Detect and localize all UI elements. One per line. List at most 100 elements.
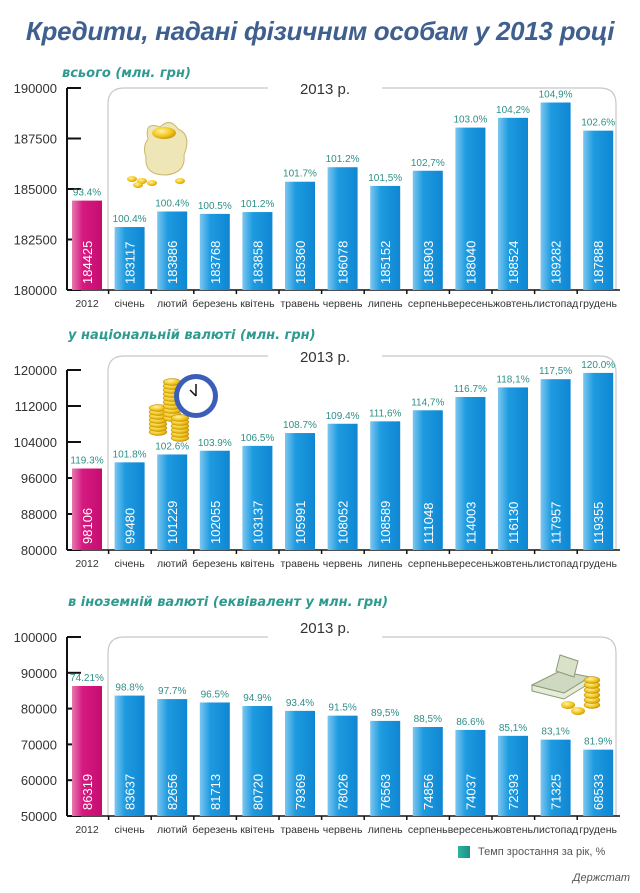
growth-label: 101,5%	[368, 173, 402, 184]
bar	[199, 450, 230, 550]
growth-label: 114,7%	[411, 397, 444, 408]
growth-label: 74.21%	[70, 673, 104, 684]
growth-label: 101.2%	[326, 154, 360, 165]
x-tick-label: жовтень	[493, 558, 534, 570]
bar	[157, 211, 188, 290]
bar-value-label: 83637	[123, 774, 138, 810]
bar-value-label: 101229	[165, 501, 180, 544]
y-tick-label: 187500	[14, 132, 57, 147]
year-frame	[107, 87, 617, 290]
growth-label: 89,5%	[371, 708, 399, 719]
growth-label: 116.7%	[454, 384, 487, 395]
x-tick-label: березень	[192, 824, 238, 836]
bar-value-label: 185360	[293, 241, 308, 284]
y-tick-label: 90000	[21, 666, 57, 681]
bar	[412, 170, 443, 290]
y-tick-label: 80000	[21, 702, 57, 717]
bar	[199, 702, 230, 816]
growth-label: 93.4%	[286, 698, 314, 709]
bar	[370, 185, 401, 290]
bar	[370, 720, 401, 816]
bar-value-label: 86319	[80, 774, 95, 810]
growth-label: 119.3%	[70, 456, 103, 467]
growth-label: 96.5%	[201, 689, 229, 700]
growth-label: 93.4%	[73, 188, 101, 199]
bar-value-label: 183768	[208, 241, 223, 284]
x-tick-label: травень	[280, 298, 320, 310]
growth-label: 102,7%	[411, 158, 445, 169]
year-frame	[107, 636, 617, 816]
y-tick-label: 112000	[15, 399, 57, 414]
year-label: 2013 р.	[300, 81, 350, 98]
chart-panel-national-currency: у національній валюті (млн. грн) 2013 р.…	[0, 328, 640, 578]
growth-label: 101.7%	[283, 169, 317, 180]
coin	[133, 182, 143, 188]
chart-subtitle: у національній валюті (млн. грн)	[68, 328, 316, 343]
y-tick-label: 88000	[21, 507, 57, 522]
year-label: 2013 р.	[300, 620, 350, 637]
x-tick-label: серпень	[408, 824, 448, 836]
bar-value-label: 102055	[208, 501, 223, 544]
growth-label: 103.0%	[453, 115, 487, 126]
bar	[157, 454, 188, 550]
growth-label: 100.4%	[155, 199, 189, 210]
bar-value-label: 108052	[336, 501, 351, 544]
bar-value-label: 188040	[463, 241, 478, 284]
growth-label: 85,1%	[499, 723, 527, 734]
bar-value-label: 188524	[506, 241, 521, 284]
year-label: 2013 р.	[300, 349, 350, 366]
source-label: Держстат	[572, 872, 630, 884]
growth-label: 88,5%	[414, 714, 442, 725]
x-tick-label: листопад	[533, 824, 578, 836]
bar-value-label: 185152	[378, 241, 393, 284]
growth-label: 97.7%	[158, 686, 186, 697]
bar	[327, 167, 358, 290]
bar-value-label: 183886	[165, 241, 180, 284]
bar-value-label: 103137	[250, 501, 265, 544]
y-tick-label: 182500	[14, 233, 57, 248]
bar	[285, 181, 315, 290]
bar	[114, 227, 145, 290]
bar-value-label: 82656	[165, 774, 180, 810]
bar	[455, 396, 486, 550]
x-tick-label: квітень	[240, 824, 275, 836]
money-bag-icon	[127, 122, 188, 188]
bar-value-label: 114003	[463, 502, 478, 544]
bar-value-label: 184425	[80, 241, 95, 284]
bar	[285, 710, 315, 816]
x-tick-label: вересень	[448, 824, 494, 836]
x-tick-label: серпень	[408, 558, 448, 570]
bar-value-label: 189282	[549, 241, 564, 284]
bar	[455, 729, 486, 816]
coin	[175, 178, 185, 184]
coin	[561, 701, 575, 709]
growth-label: 94.9%	[243, 693, 271, 704]
legend: Темп зростання за рік, %	[458, 846, 605, 858]
growth-label: 118,1%	[496, 374, 529, 385]
coin	[147, 180, 157, 186]
chart-panel-total: всього (млн. грн) 2013 р. 180000 182500 185…	[0, 66, 640, 316]
bar	[583, 130, 614, 290]
x-tick-label: квітень	[240, 298, 275, 310]
bar-value-label: 79369	[293, 774, 308, 810]
bar-value-label: 183858	[250, 241, 265, 284]
x-tick-label: березень	[192, 298, 238, 310]
bar-value-label: 186078	[336, 241, 351, 284]
growth-label: 100.5%	[198, 201, 232, 212]
coin	[583, 676, 601, 684]
bar-value-label: 111048	[421, 503, 436, 544]
x-tick-label: серпень	[408, 298, 448, 310]
bar-value-label: 185903	[421, 241, 436, 284]
legend-swatch	[458, 846, 470, 858]
x-tick-label: липень	[368, 558, 403, 570]
bar	[72, 200, 102, 290]
page-title: Кредити, надані фізичним особам у 2013 р…	[25, 16, 615, 46]
bar-value-label: 78026	[336, 774, 351, 810]
bar	[114, 695, 145, 816]
bar	[114, 462, 145, 550]
x-tick-label: листопад	[533, 558, 578, 570]
coin	[127, 176, 137, 182]
coin	[571, 707, 585, 715]
bar-value-label: 81713	[208, 774, 223, 810]
bar	[285, 433, 315, 550]
